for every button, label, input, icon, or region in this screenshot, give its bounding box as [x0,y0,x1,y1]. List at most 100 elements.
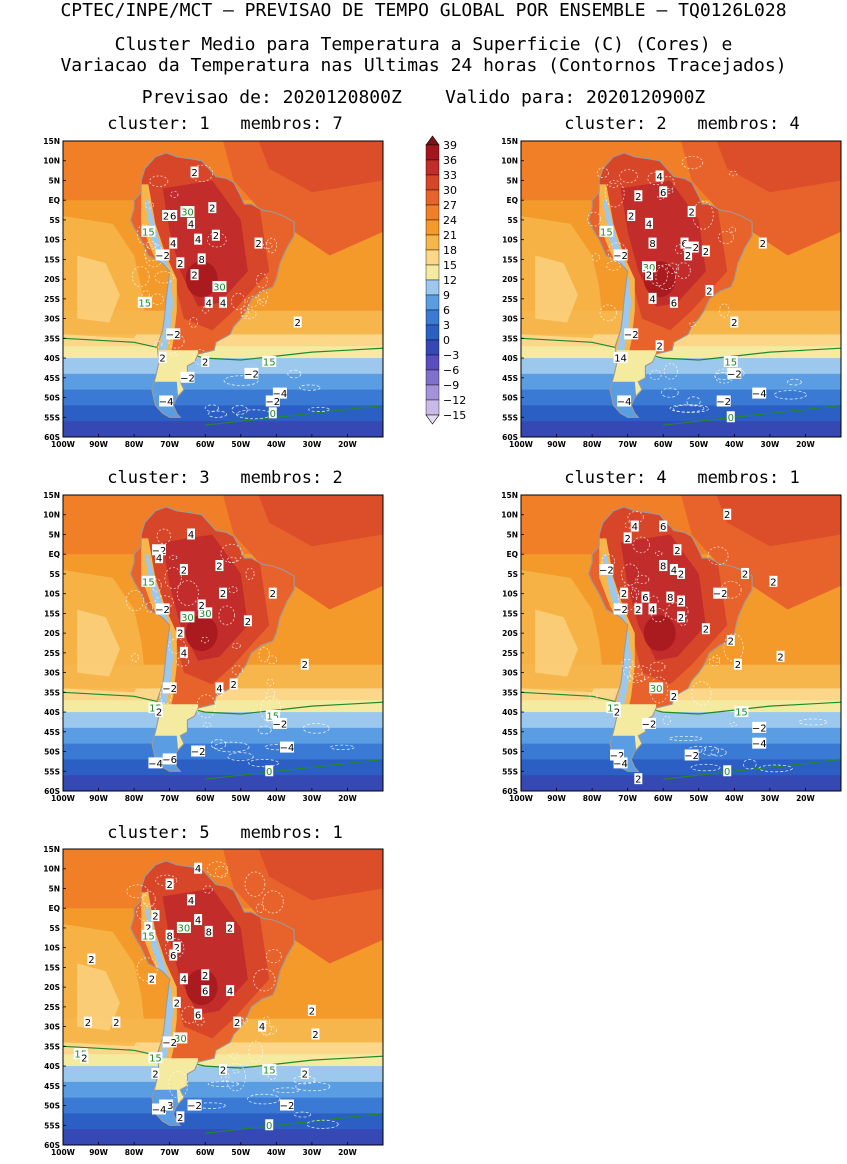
change-contour [588,692,598,700]
svg-text:4: 4 [656,172,662,183]
colorbar-label: 33 [443,169,457,182]
svg-text:4: 4 [181,975,187,986]
svg-text:−2: −2 [155,251,170,262]
contour-0 [663,404,841,426]
svg-text:6: 6 [195,1010,201,1021]
contour-0 [205,758,383,780]
svg-text:2: 2 [624,534,630,545]
lat-tick-label: 35S [502,688,518,697]
svg-text:6: 6 [660,188,666,199]
contour-label: 2 [730,316,739,329]
contour-label: 2 [190,166,199,179]
svg-text:2: 2 [656,342,662,353]
temperature-band [521,373,841,391]
contour-label: −2 [610,749,625,762]
change-contour [676,262,691,279]
contour-0 [205,1112,383,1134]
contour-label: 2 [147,973,156,986]
lon-tick-label: 40W [267,440,286,449]
contour-label: 2 [634,190,643,203]
lat-tick-label: 35S [44,688,60,697]
change-contour [196,694,216,719]
svg-text:−2: −2 [610,751,625,762]
contour-0 [663,758,841,780]
contour-label: 2 [741,567,749,580]
change-contour [240,305,249,318]
lat-tick-label: 60S [502,433,518,442]
temperature-band [521,700,841,713]
lat-tick-label: 60S [44,787,60,796]
svg-text:−4: −4 [613,759,628,770]
change-contour [681,155,704,170]
change-contour [661,175,675,191]
svg-text:30: 30 [174,1034,187,1045]
svg-text:15: 15 [600,227,613,238]
svg-text:−4: −4 [752,739,767,750]
lat-tick-label: 35S [502,334,518,343]
contour-label: 2 [80,1052,89,1065]
lon-tick-label: 30W [761,794,780,803]
warm-region [716,495,841,547]
lat-tick-label: 45S [44,374,60,383]
lat-tick-label: 5S [507,216,518,225]
change-contour [723,633,744,662]
svg-text:8: 8 [198,255,204,266]
svg-text:2: 2 [156,708,162,719]
cool-region [77,255,120,323]
contour-label: 4 [194,233,203,246]
subtitle-line-1: Cluster Medio para Temperatura a Superfi… [114,34,733,55]
lat-tick-label: 25S [502,649,518,658]
svg-text:4: 4 [649,605,655,616]
temperature-band [521,421,841,437]
land-hottest [185,615,218,652]
contour-label: 2 [268,587,277,600]
lat-tick-label: 15S [502,609,518,618]
lat-tick-label: 45S [44,1082,60,1091]
svg-text:4: 4 [195,235,201,246]
svg-text:2: 2 [635,605,641,616]
change-contour [145,601,154,613]
svg-text:2: 2 [245,617,251,628]
svg-text:2: 2 [685,251,691,262]
andes-cold [144,200,174,398]
lon-tick-label: 70W [160,440,179,449]
svg-text:4: 4 [632,522,638,533]
lat-tick-label: 20S [44,629,60,638]
change-contour [728,170,738,177]
svg-text:−4: −4 [617,397,632,408]
change-contour [256,272,268,289]
cool-region [535,255,578,323]
contour-label: 2 [151,910,160,923]
change-contour [240,308,257,320]
contour-label: 15 [723,356,738,369]
svg-text:2: 2 [220,1066,226,1077]
contour-label: 2 [83,1016,92,1029]
colorbar-label: −9 [443,379,459,392]
contour-label: 2 [701,245,710,258]
svg-text:2: 2 [191,271,197,282]
andes-cool [599,184,635,406]
svg-text:2: 2 [646,271,652,282]
contour-label: −4 [159,395,173,408]
colorbar-swatch [425,384,440,401]
svg-text:15: 15 [724,358,737,369]
svg-text:−6: −6 [162,755,177,766]
lat-tick-label: 5S [49,924,60,933]
lon-tick-label: 60W [654,440,673,449]
change-contour [609,182,619,189]
colorbar-label: 36 [443,154,457,167]
contour-label: 8 [165,929,174,942]
contour-label: 30 [649,682,664,695]
lon-tick-label: 80W [125,1148,144,1157]
change-contour [259,298,267,307]
contour-label: 15 [265,710,280,723]
change-contour [660,387,679,398]
change-contour [257,290,269,303]
colorbar-label: 6 [443,304,450,317]
change-contour [227,752,254,762]
contour-label: −4 [148,757,163,770]
lat-tick-label: EQ [507,196,519,205]
change-contour [649,676,669,704]
svg-text:15: 15 [142,227,155,238]
colorbar-swatch [425,234,440,251]
